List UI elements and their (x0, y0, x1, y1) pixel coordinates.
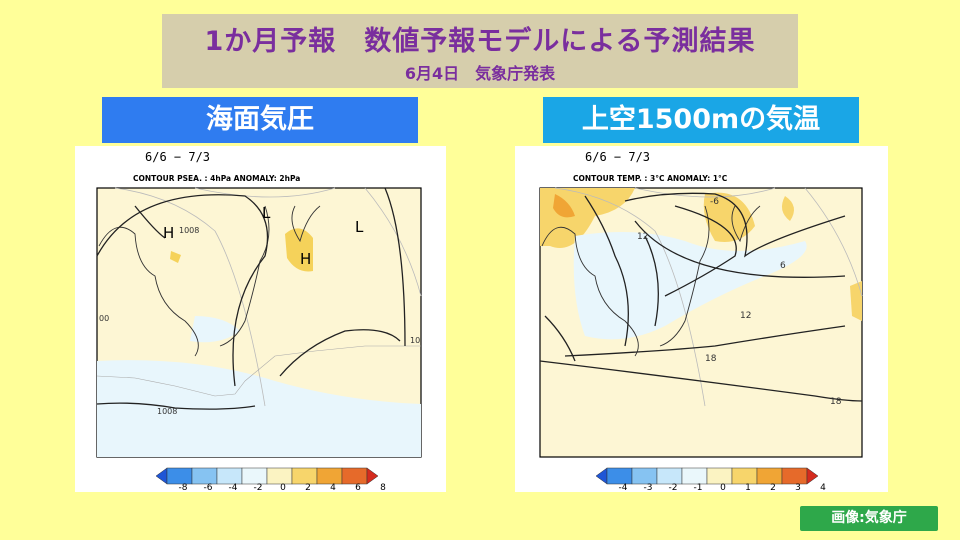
legend-tick: 4 (330, 483, 336, 492)
title-box: 1か月予報 数値予報モデルによる予測結果 6月4日 気象庁発表 (162, 14, 798, 88)
contour-info: CONTOUR PSEA. : 4hPa ANOMALY: 2hPa (133, 174, 300, 183)
contour-value-label: 6 (780, 261, 786, 271)
legend-tick: -2 (669, 483, 678, 492)
legend-bin (241, 467, 268, 485)
legend-tick: 0 (720, 483, 726, 492)
legend-bin (706, 467, 733, 485)
color-legend: -8 -6 -4 -2 0 2 4 6 8 (155, 467, 386, 492)
legend-bin (155, 467, 168, 485)
contour-value-label: 18 (705, 354, 717, 364)
high-pressure-label: H (163, 224, 174, 242)
positive-anomaly-area (285, 228, 313, 272)
legend-tick: -4 (619, 483, 628, 492)
contour-info: CONTOUR TEMP. : 3°C ANOMALY: 1°C (573, 174, 728, 183)
contour-value-label: 12 (740, 311, 751, 321)
panel-label-850hpa-temperature: 上空1500mの気温 (543, 97, 859, 143)
high-pressure-label: H (300, 250, 311, 268)
low-pressure-label: L (355, 218, 364, 236)
legend-tick: -3 (644, 483, 653, 492)
legend-bin (595, 467, 608, 485)
contour-value-label: 10 (410, 336, 420, 345)
legend-bin (806, 467, 819, 485)
contour-value-label: -6 (710, 197, 719, 207)
legend-bin (631, 467, 658, 485)
page-title: 1か月予報 数値予報モデルによる予測結果 (204, 26, 756, 57)
legend-tick: 6 (355, 483, 361, 492)
low-pressure-label: L (262, 204, 271, 222)
legend-bin (681, 467, 708, 485)
legend-tick: 0 (280, 483, 286, 492)
legend-tick: -1 (694, 483, 703, 492)
legend-bin (781, 467, 808, 485)
legend-tick: 8 (380, 483, 386, 492)
page-subtitle: 6月4日 気象庁発表 (404, 64, 556, 83)
legend-tick: -6 (204, 483, 213, 492)
image-credit: 画像:気象庁 (800, 506, 938, 531)
legend-tick: 3 (795, 483, 801, 492)
legend-bin (606, 467, 633, 485)
contour-value-label: 00 (99, 314, 109, 323)
850hpa-temperature-map: 6/6 − 7/3 CONTOUR TEMP. : 3°C ANOMALY: 1… (515, 146, 888, 492)
map-area: -6 12 6 12 18 18 (539, 187, 863, 458)
legend-tick: 1 (745, 483, 751, 492)
period-label: 6/6 − 7/3 (145, 150, 210, 164)
legend-bin (316, 467, 343, 485)
legend-tick: -4 (229, 483, 238, 492)
contour-value-label: 1008 (179, 226, 199, 235)
legend-bin (366, 467, 379, 485)
contour-value-label: 18 (830, 397, 842, 407)
legend-bin (756, 467, 783, 485)
legend-bin (266, 467, 293, 485)
sea-level-pressure-map: 6/6 − 7/3 CONTOUR PSEA. : 4hPa ANOMALY: … (75, 146, 446, 492)
legend-bin (341, 467, 368, 485)
legend-tick: 2 (770, 483, 776, 492)
legend-bin (291, 467, 318, 485)
legend-bin (191, 467, 218, 485)
legend-bin (656, 467, 683, 485)
legend-bin (166, 467, 193, 485)
legend-bin (731, 467, 758, 485)
legend-tick: 4 (820, 483, 826, 492)
map-area: H H L L 1008 00 10 1008 (96, 187, 422, 458)
legend-tick: -8 (179, 483, 188, 492)
panel-label-sea-level-pressure: 海面気圧 (102, 97, 418, 143)
period-label: 6/6 − 7/3 (585, 150, 650, 164)
color-legend: -4 -3 -2 -1 0 1 2 3 4 (595, 467, 826, 492)
legend-tick: -2 (254, 483, 263, 492)
contour-value-label: 12 (637, 232, 648, 242)
contour-value-label: 1008 (157, 407, 177, 416)
legend-tick: 2 (305, 483, 311, 492)
legend-bin (216, 467, 243, 485)
